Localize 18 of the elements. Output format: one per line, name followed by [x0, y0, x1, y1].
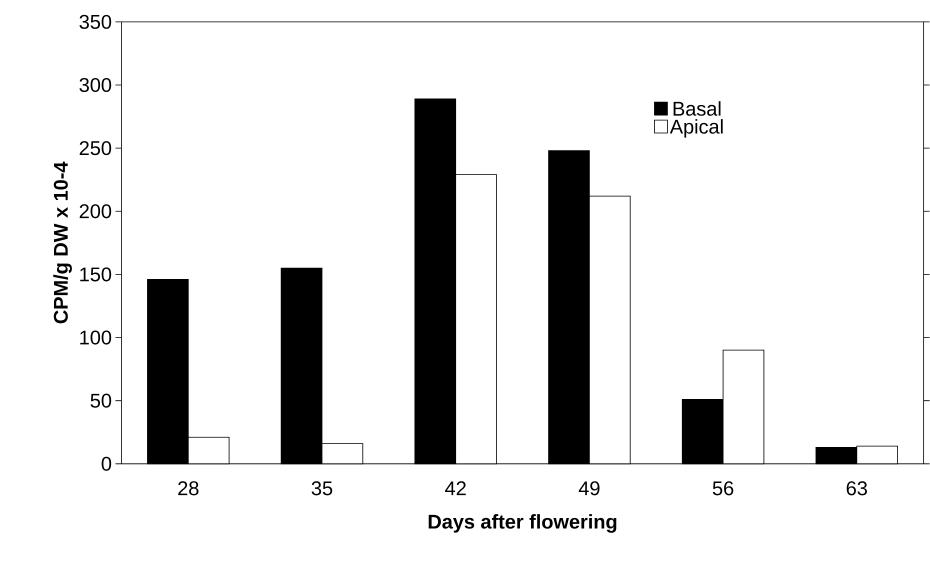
y-tick-label: 100 — [80, 330, 112, 344]
y-tick-label: 150 — [80, 267, 112, 282]
x-tick-label: 28 — [178, 481, 198, 496]
x-tick-label: 56 — [712, 481, 734, 496]
y-tick-label: 0 — [102, 456, 112, 471]
legend-label: Apical — [670, 118, 723, 138]
y-tick-label: 200 — [80, 204, 112, 218]
y-axis-title: CPM/g DW x 10-4 — [53, 162, 72, 324]
y-tick-label: 50 — [90, 393, 112, 408]
x-tick-label: 63 — [846, 481, 867, 496]
x-tick-label: 35 — [312, 481, 332, 496]
y-tick-label: 250 — [80, 140, 112, 156]
x-tick-label: 49 — [578, 481, 600, 496]
x-tick-label: 42 — [445, 481, 466, 495]
legend-label: Basal — [674, 101, 720, 116]
x-axis-title: Days after flowering — [428, 514, 616, 533]
y-tick-label: 350 — [79, 14, 112, 29]
y-tick-label: 300 — [79, 78, 112, 92]
